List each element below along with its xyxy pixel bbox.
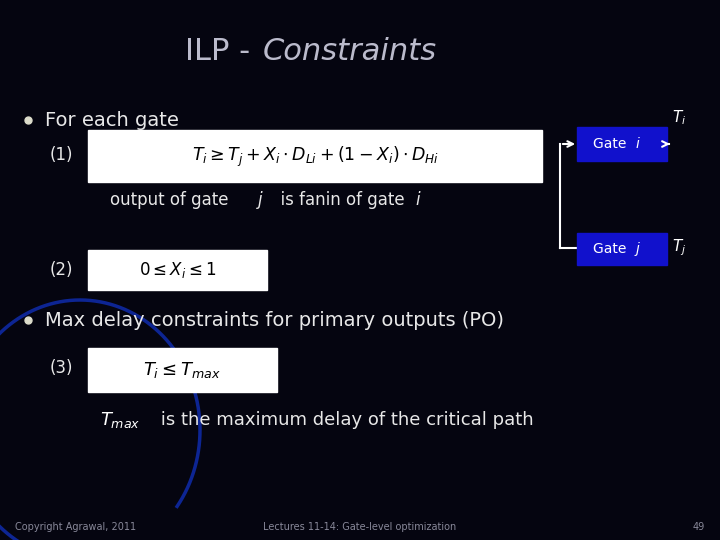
FancyBboxPatch shape [577,233,667,265]
Text: i: i [415,191,420,209]
Text: $T_i$: $T_i$ [672,109,686,127]
Text: $T_i \geq T_j + X_i \cdot D_{Li} + (1 - X_i) \cdot D_{Hi}$: $T_i \geq T_j + X_i \cdot D_{Li} + (1 - … [192,145,438,169]
Text: (1): (1) [50,146,73,164]
Text: output of gate: output of gate [110,191,234,209]
Text: is the maximum delay of the critical path: is the maximum delay of the critical pat… [155,411,534,429]
Text: (2): (2) [50,261,73,279]
Text: $T_j$: $T_j$ [672,238,686,258]
FancyBboxPatch shape [88,348,277,392]
Text: Copyright Agrawal, 2011: Copyright Agrawal, 2011 [15,522,136,532]
Text: $0 \leq X_i \leq 1$: $0 \leq X_i \leq 1$ [139,260,217,280]
Text: (3): (3) [50,359,73,377]
Text: Constraints: Constraints [263,37,437,66]
Text: Max delay constraints for primary outputs (PO): Max delay constraints for primary output… [45,310,504,329]
Text: ILP -: ILP - [185,37,260,66]
Text: Lectures 11-14: Gate-level optimization: Lectures 11-14: Gate-level optimization [264,522,456,532]
FancyBboxPatch shape [88,250,267,290]
Text: i: i [636,137,640,151]
Text: For each gate: For each gate [45,111,179,130]
Text: $T_i \leq T_{max}$: $T_i \leq T_{max}$ [143,360,221,380]
Text: Gate: Gate [593,242,631,256]
Text: j: j [258,191,263,209]
FancyBboxPatch shape [577,127,667,161]
Text: $T_{max}$: $T_{max}$ [100,410,140,430]
Text: 49: 49 [693,522,705,532]
FancyBboxPatch shape [88,130,542,182]
Text: Gate: Gate [593,137,631,151]
Text: is fanin of gate: is fanin of gate [270,191,410,209]
Text: j: j [636,242,640,256]
